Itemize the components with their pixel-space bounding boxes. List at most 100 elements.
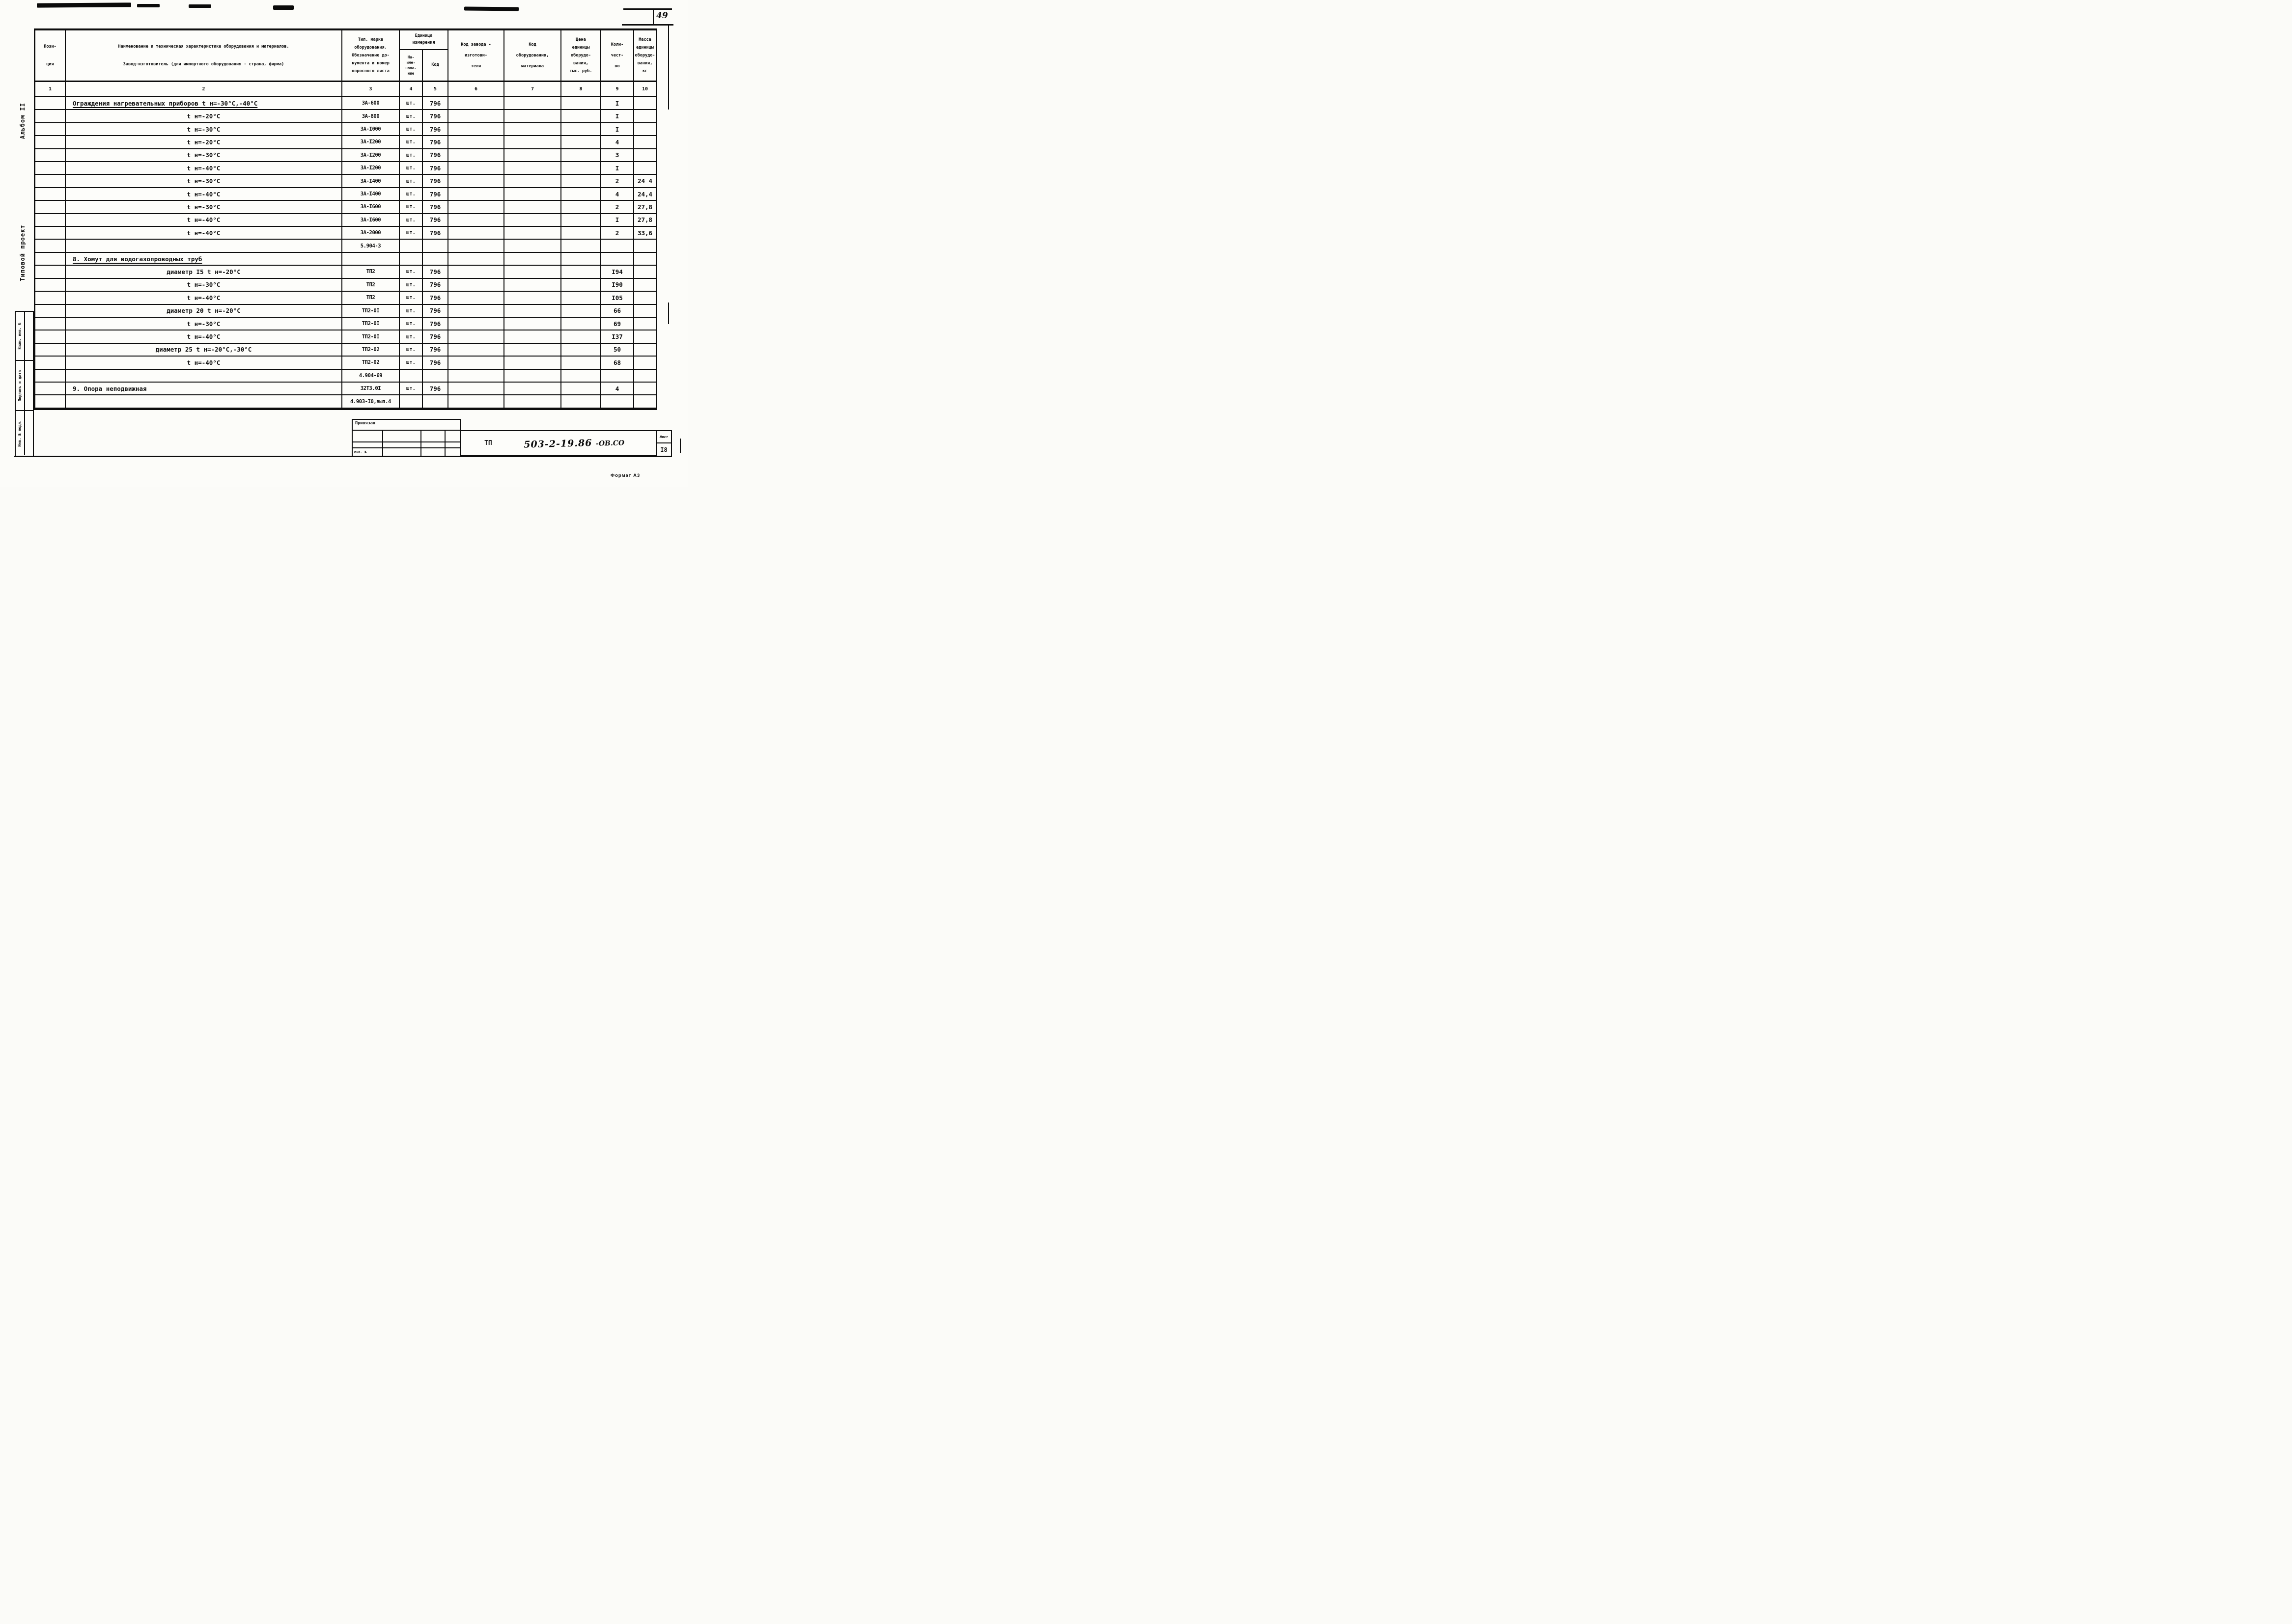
row-mass-cell (634, 330, 656, 344)
row-name-cell: t н=-40°С (66, 330, 342, 344)
row-plant-code-cell (448, 97, 504, 110)
doc-type-label: ТП (484, 440, 492, 447)
row-qty-cell: I (601, 123, 634, 137)
row-position-cell (35, 188, 66, 201)
row-equip-code-cell (504, 317, 561, 331)
doc-number-block: ТП 503-2-19.86 -ОВ.СО (461, 430, 656, 457)
column-number: 1 (35, 82, 66, 96)
row-type-cell: ЗА-I600 (342, 214, 400, 227)
row-plant-code-cell (448, 175, 504, 188)
row-position-cell (35, 97, 66, 110)
row-qty-cell: 2 (601, 227, 634, 240)
row-price-cell (561, 227, 601, 240)
row-position-cell (35, 382, 66, 396)
row-unit-cell: шт. (400, 97, 423, 110)
row-unit-code-cell: 796 (423, 123, 448, 137)
row-mass-cell (634, 97, 656, 110)
row-position-cell (35, 162, 66, 175)
row-position-cell (35, 343, 66, 357)
row-equip-code-cell (504, 136, 561, 149)
row-qty-cell: I (601, 162, 634, 175)
row-unit-code-cell: 796 (423, 266, 448, 279)
row-name-cell: t н=-40°С (66, 292, 342, 305)
corner-box-line (653, 8, 654, 25)
col-header-unit-group: Единица измерения На- име- нова- ние Код (400, 30, 448, 81)
row-name-cell: 9. Опора неподвижная (66, 382, 342, 396)
row-unit-cell (400, 240, 423, 253)
row-type-cell: 4.903-I0,вып.4 (342, 395, 400, 409)
row-equip-code-cell (504, 330, 561, 344)
row-price-cell (561, 357, 601, 370)
row-price-cell (561, 292, 601, 305)
row-unit-cell: шт. (400, 188, 423, 201)
row-name-cell: t н=-20°С (66, 136, 342, 149)
row-mass-cell (634, 123, 656, 137)
row-mass-cell (634, 162, 656, 175)
row-qty-cell: I (601, 110, 634, 123)
row-mass-cell (634, 110, 656, 123)
row-unit-code-cell: 796 (423, 110, 448, 123)
row-equip-code-cell (504, 304, 561, 318)
spec-table: Пози- ция Наименование и техническая хар… (34, 28, 657, 410)
row-unit-cell: шт. (400, 162, 423, 175)
row-plant-code-cell (448, 278, 504, 292)
col-header-unit-code: Код (431, 62, 439, 68)
row-unit-cell: шт. (400, 343, 423, 357)
scan-artifact (137, 4, 160, 7)
row-name-cell: Ограждения нагревательных приборов t н=-… (66, 97, 342, 110)
row-mass-cell: 24,4 (634, 188, 656, 201)
row-unit-cell: шт. (400, 136, 423, 149)
row-qty-cell (601, 240, 634, 253)
row-unit-code-cell (423, 395, 448, 409)
row-name-cell: t н=-40°С (66, 227, 342, 240)
column-number: 7 (504, 82, 561, 96)
row-price-cell (561, 395, 601, 409)
row-plant-code-cell (448, 292, 504, 305)
row-name-cell: t н=-30°С (66, 123, 342, 137)
row-qty-cell: 66 (601, 304, 634, 318)
row-name-cell: t н=-30°С (66, 317, 342, 331)
strip-label-text: Инв. № подл. (18, 419, 22, 447)
row-name-cell: t н=-30°С (66, 175, 342, 188)
col-header-price: Цена единицы оборудо- вания, тыс. руб. (561, 30, 601, 81)
strip-cell-vzam: Взам. инв. № (16, 312, 33, 361)
row-position-cell (35, 317, 66, 331)
row-qty-cell: 50 (601, 343, 634, 357)
page-border-dash (680, 439, 681, 453)
col-header-unit-name: На- име- нова- ние (400, 50, 423, 81)
row-position-cell (35, 123, 66, 137)
row-equip-code-cell (504, 162, 561, 175)
row-unit-code-cell: 796 (423, 292, 448, 305)
row-position-cell (35, 175, 66, 188)
row-unit-cell: шт. (400, 110, 423, 123)
row-unit-code-cell: 796 (423, 201, 448, 214)
stamp-cell (421, 431, 446, 441)
row-type-cell: ТП2-0I (342, 330, 400, 344)
row-position-cell (35, 227, 66, 240)
row-name-cell: t н=-40°С (66, 188, 342, 201)
strip-label-text: Подпись и дата (18, 370, 22, 401)
row-equip-code-cell (504, 97, 561, 110)
margin-album-label: Альбом II (19, 102, 26, 139)
row-type-cell: ЗА-I200 (342, 149, 400, 163)
row-position-cell (35, 278, 66, 292)
row-unit-cell (400, 395, 423, 409)
bottom-border-line (14, 456, 672, 457)
row-type-cell: ЗА-I000 (342, 123, 400, 137)
row-price-cell (561, 266, 601, 279)
row-unit-cell: шт. (400, 201, 423, 214)
row-price-cell (561, 317, 601, 331)
row-equip-code-cell (504, 292, 561, 305)
row-plant-code-cell (448, 330, 504, 344)
row-type-cell: ТП2 (342, 292, 400, 305)
row-price-cell (561, 201, 601, 214)
stamp-cell (383, 431, 421, 441)
doc-number: 503-2-19.86 (523, 437, 592, 450)
corner-box-line (622, 24, 673, 26)
row-position-cell (35, 395, 66, 409)
scan-artifact (273, 5, 294, 10)
row-unit-cell: шт. (400, 227, 423, 240)
row-unit-code-cell (423, 240, 448, 253)
row-unit-code-cell: 796 (423, 357, 448, 370)
row-name-cell: диаметр 20 t н=-20°С (66, 304, 342, 318)
